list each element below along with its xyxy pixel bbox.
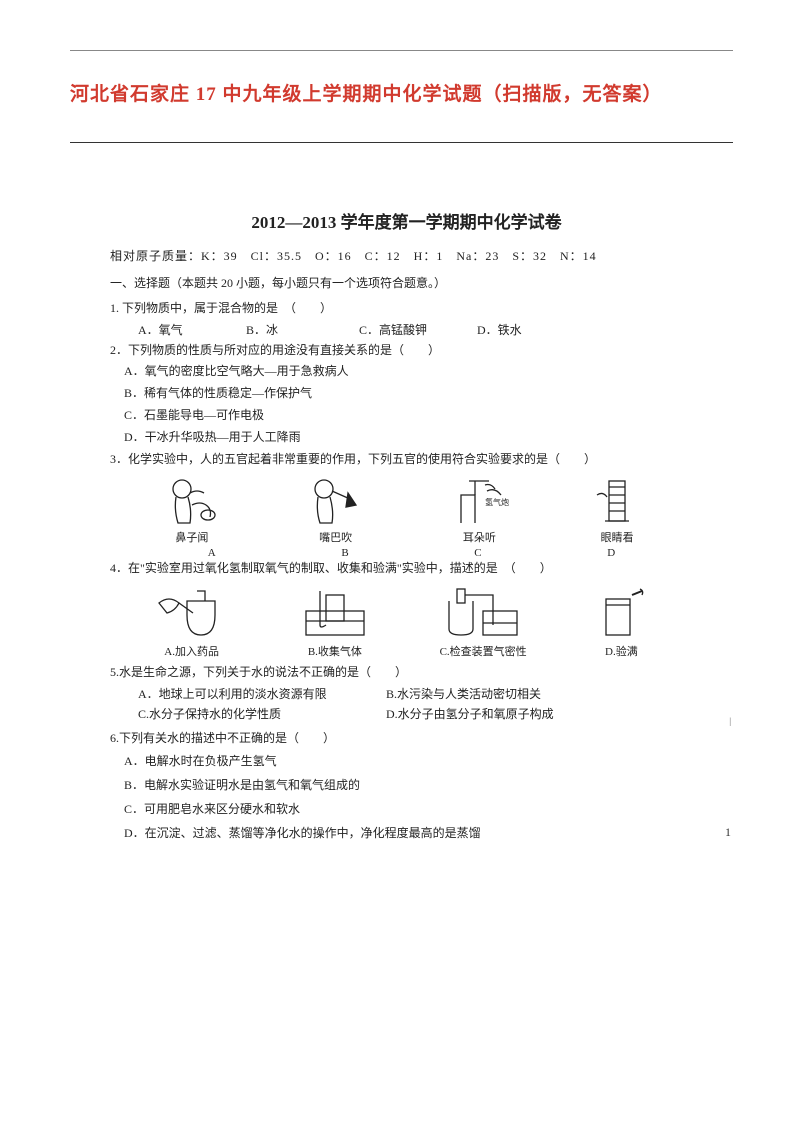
q6-opt-d: D．在沉淀、过滤、蒸馏等净化水的操作中，净化程度最高的是蒸馏 <box>110 824 703 844</box>
q5-stem: 5.水是生命之源，下列关于水的说法不正确的是（ ） <box>110 663 703 683</box>
scanned-exam-area: 2012—2013 学年度第一学期期中化学试卷 相对原子质量：K：39 Cl：3… <box>70 208 733 844</box>
q1-opt-d: D．铁水 <box>477 321 572 341</box>
q5-row1: A．地球上可以利用的淡水资源有限 B.水污染与人类活动密切相关 <box>110 685 703 705</box>
q3-letter-a: A <box>208 547 216 559</box>
q4-fig-b: B.收集气体 <box>296 585 374 659</box>
section-1-heading: 一、选择题（本题共 20 小题，每小题只有一个选项符合题意。） <box>110 274 703 291</box>
q2-opt-d: D．干冰升华吸热—用于人工降雨 <box>110 428 703 448</box>
q2-opt-a: A．氧气的密度比空气略大—用于急救病人 <box>110 362 703 382</box>
page-number: 1 <box>725 825 731 840</box>
q5-row2: C.水分子保持水的化学性质 D.水分子由氢分子和氧原子构成 <box>110 705 703 725</box>
q1-options: A．氧气 B．冰 C．高锰酸钾 D．铁水 <box>110 321 703 341</box>
q2-opt-c: C．石墨能导电—可作电极 <box>110 406 703 426</box>
eye-look-icon <box>593 475 641 527</box>
svg-text:氢气炮响: 氢气炮响 <box>485 497 509 507</box>
q3-fig-c-label: 耳朵听 <box>463 529 496 545</box>
q4-fig-c: C.检查装置气密性 <box>439 585 527 659</box>
q3-fig-a-label: 鼻子闻 <box>175 529 208 545</box>
q1-stem: 1. 下列物质中，属于混合物的是 （ ） <box>110 299 703 319</box>
q5-opt-b: B.水污染与人类活动密切相关 <box>386 685 541 705</box>
q3-stem: 3．化学实验中，人的五官起着非常重要的作用，下列五官的使用符合实验要求的是（ ） <box>110 450 703 470</box>
q1-opt-c: C．高锰酸钾 <box>359 321 474 341</box>
q4-figure-row: A.加入药品 B.收集气体 <box>120 585 703 659</box>
q4-fig-d-label: D.验满 <box>605 643 638 659</box>
document-title: 河北省石家庄 17 中九年级上学期期中化学试题（扫描版，无答案） <box>70 79 733 106</box>
q4-fig-c-label: C.检查装置气密性 <box>440 643 527 659</box>
nose-smell-icon <box>162 475 222 527</box>
q4-fig-a: A.加入药品 <box>153 585 231 659</box>
q3-fig-b-label: 嘴巴吹 <box>319 529 352 545</box>
q3-fig-b: 嘴巴吹 <box>306 475 366 545</box>
q4-fig-b-label: B.收集气体 <box>308 643 362 659</box>
q1-opt-b: B．冰 <box>246 321 356 341</box>
add-reagent-icon <box>153 585 231 641</box>
verify-full-icon <box>592 585 650 641</box>
page-container: 河北省石家庄 17 中九年级上学期期中化学试题（扫描版，无答案） 2012—20… <box>0 0 793 876</box>
q6-opt-c: C．可用肥皂水来区分硬水和软水 <box>110 800 703 820</box>
q4-fig-a-label: A.加入药品 <box>164 643 219 659</box>
q2-stem: 2．下列物质的性质与所对应的用途没有直接关系的是（ ） <box>110 341 703 361</box>
airtight-check-icon <box>439 585 527 641</box>
q3-fig-d: 眼睛看 <box>593 475 641 545</box>
q6-opt-b: B．电解水实验证明水是由氢气和氧气组成的 <box>110 776 703 796</box>
collect-gas-icon <box>296 585 374 641</box>
q5-opt-c: C.水分子保持水的化学性质 <box>138 705 383 725</box>
q3-letter-row: A B C D <box>110 547 703 559</box>
q3-figure-row: 鼻子闻 嘴巴吹 <box>120 475 703 545</box>
exam-title: 2012—2013 学年度第一学期期中化学试卷 <box>110 208 703 233</box>
q3-fig-a: 鼻子闻 <box>162 475 222 545</box>
q5-opt-a: A．地球上可以利用的淡水资源有限 <box>138 685 383 705</box>
atomic-mass-line: 相对原子质量：K：39 Cl：35.5 O：16 C：12 H：1 Na：23 … <box>110 247 703 264</box>
q4-fig-d: D.验满 <box>592 585 650 659</box>
top-horizontal-rule <box>70 50 733 51</box>
q5-opt-d: D.水分子由氢分子和氧原子构成 <box>386 705 554 725</box>
title-underline-rule <box>70 142 733 143</box>
q3-letter-d: D <box>607 547 615 559</box>
mouth-blow-icon <box>306 475 366 527</box>
q6-opt-a: A．电解水时在负极产生氢气 <box>110 752 703 772</box>
ear-listen-icon: 氢气炮响 <box>449 475 509 527</box>
q3-fig-d-label: 眼睛看 <box>601 529 634 545</box>
q3-fig-c: 氢气炮响 耳朵听 <box>449 475 509 545</box>
edge-mark: | <box>729 716 731 726</box>
q1-opt-a: A．氧气 <box>138 321 243 341</box>
q3-letter-c: C <box>474 547 481 559</box>
q4-stem: 4．在"实验室用过氧化氢制取氧气的制取、收集和验满"实验中，描述的是 （ ） <box>110 559 703 579</box>
q6-stem: 6.下列有关水的描述中不正确的是（ ） <box>110 729 703 749</box>
q2-opt-b: B．稀有气体的性质稳定—作保护气 <box>110 384 703 404</box>
q3-letter-b: B <box>341 547 348 559</box>
